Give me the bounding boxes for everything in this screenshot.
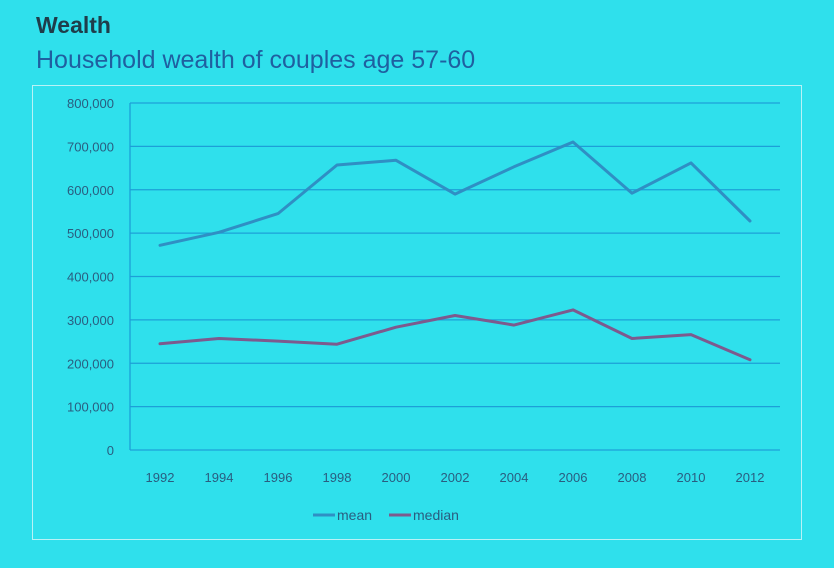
series-lines [158,140,752,362]
x-tick-labels: 1992 1994 1996 1998 2000 2002 2004 2006 2008 2010… [146,470,765,485]
x-tick-label: 2000 [382,470,411,485]
x-tick-label: 2002 [441,470,470,485]
y-tick-label: 500,000 [67,226,114,241]
y-tick-label: 600,000 [67,183,114,198]
legend-label-mean: mean [337,507,372,523]
y-tick-label: 800,000 [67,96,114,111]
x-tick-label: 2004 [500,470,529,485]
x-tick-label: 1998 [323,470,352,485]
y-tick-label: 200,000 [67,356,114,371]
chart-title: Household wealth of couples age 57-60 [36,46,476,74]
x-tick-label: 1992 [146,470,175,485]
gridlines [130,102,780,408]
x-tick-label: 2010 [677,470,706,485]
x-tick-label: 1994 [205,470,234,485]
series-line-median [158,308,752,362]
x-tick-label: 2012 [736,470,765,485]
axes [129,103,780,451]
x-tick-label: 2006 [559,470,588,485]
x-tick-label: 1996 [264,470,293,485]
y-tick-label: 700,000 [67,139,114,154]
y-tick-label: 400,000 [67,270,114,285]
legend-label-median: median [413,507,459,523]
y-tick-label: 0 [107,443,114,458]
slide-title: Wealth [36,12,111,38]
chart-frame [32,85,802,540]
series-line-mean [158,140,752,247]
x-tick-label: 2008 [618,470,647,485]
y-tick-label: 300,000 [67,313,114,328]
y-tick-labels: 0 100,000 200,000 300,000 400,000 500,000 600,… [67,96,114,458]
y-tick-label: 100,000 [67,400,114,415]
legend: mean median [313,507,459,523]
